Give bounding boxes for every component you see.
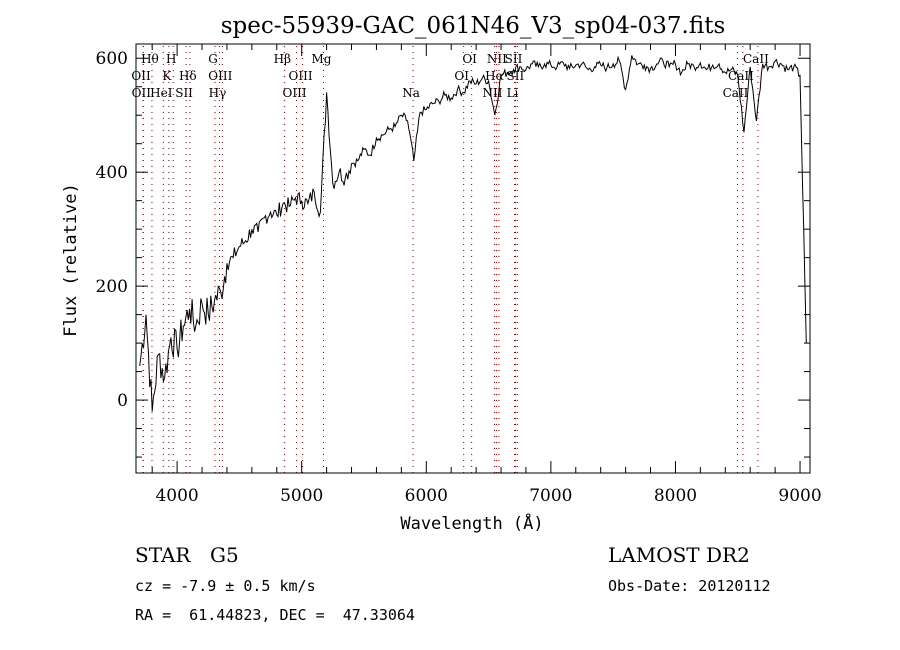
y-tick-label: 200	[96, 277, 128, 297]
line-label: Mg	[312, 52, 332, 66]
x-tick-label: 4000	[155, 486, 198, 506]
line-label: OI	[462, 52, 477, 66]
line-label: OII	[132, 86, 152, 100]
line-label: OIII	[208, 69, 232, 83]
line-label: OI	[454, 69, 469, 83]
chart-title: spec-55939-GAC_061N46_V3_sp04-037.fits	[221, 13, 726, 39]
line-label: Hγ	[209, 86, 227, 100]
y-tick-label: 600	[96, 49, 128, 69]
x-tick-label: 9000	[778, 486, 821, 506]
line-label: Hδ	[179, 69, 197, 83]
line-label: SII	[505, 52, 523, 66]
line-label: Na	[402, 86, 420, 100]
line-label: Hβ	[274, 52, 291, 66]
object-class: STAR	[135, 543, 191, 567]
spectrum-line	[139, 55, 807, 412]
line-label: G	[208, 52, 218, 66]
obs-date: Obs-Date: 20120112	[608, 577, 771, 595]
x-tick-label: 8000	[654, 486, 697, 506]
line-label: H	[166, 52, 176, 66]
line-label: HeI	[150, 86, 173, 100]
line-label: NII	[483, 86, 503, 100]
x-axis-label: Wavelength (Å)	[400, 512, 543, 534]
ra-dec: RA = 61.44823, DEC = 47.33064	[135, 606, 415, 624]
y-axis-label: Flux (relative)	[61, 183, 81, 337]
line-label: K	[162, 69, 172, 83]
x-tick-label: 7000	[529, 486, 572, 506]
line-markers: OII OII Hθ HeI KH SII Hδ G OIII Hγ Hβ OIII OIII Mg Na O…	[131, 46, 769, 473]
y-tick-label: 400	[96, 163, 128, 183]
survey-name: LAMOST DR2	[608, 543, 750, 567]
line-label: OII	[131, 69, 151, 83]
line-label: OIII	[289, 69, 313, 83]
redshift-cz: cz = -7.9 ± 0.5 km/s	[135, 577, 316, 595]
x-tick-label: 6000	[405, 486, 448, 506]
x-tick-label: 5000	[280, 486, 323, 506]
axis-ticks: 4000 5000 6000 7000 8000 9000 0 200 400 600	[96, 44, 822, 506]
line-label: Li	[507, 86, 519, 100]
subclass: G5	[210, 543, 239, 567]
line-label: NII	[487, 52, 507, 66]
plot-frame	[135, 43, 811, 474]
line-label: Hθ	[141, 52, 159, 66]
line-label: OIII	[283, 86, 307, 100]
line-label: SII	[175, 86, 193, 100]
line-label: Hα	[485, 69, 504, 83]
y-tick-label: 0	[117, 391, 128, 411]
line-label: CaII	[743, 52, 769, 66]
line-label: CaII	[723, 86, 749, 100]
